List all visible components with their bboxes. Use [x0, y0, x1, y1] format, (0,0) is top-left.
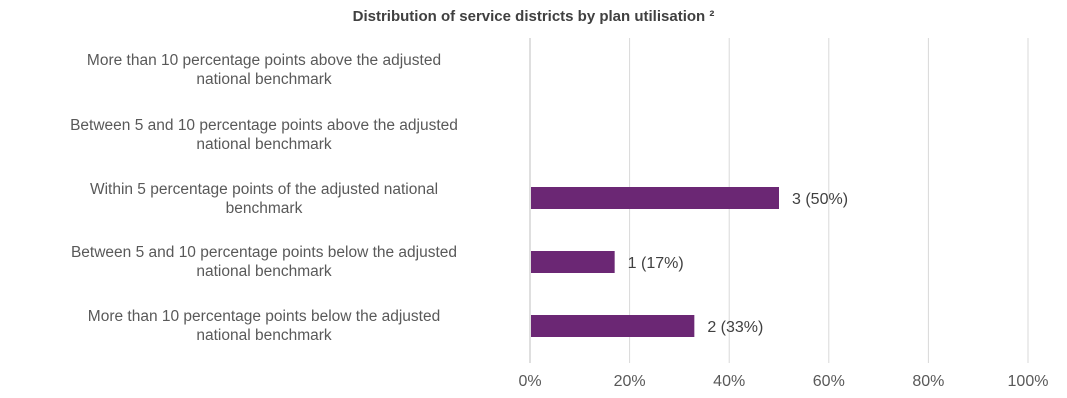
data-label: 2 (33%) [707, 319, 763, 336]
category-label-line: Within 5 percentage points of the adjust… [89, 181, 439, 198]
x-tick-label: 80% [912, 373, 945, 390]
category-label: Within 5 percentage points of the adjust… [10, 180, 518, 218]
x-tick-label: 60% [812, 373, 845, 390]
category-label-line: national benchmark [196, 71, 332, 88]
category-label-line: More than 10 percentage points above the… [86, 52, 442, 69]
category-label: Between 5 and 10 percentage points above… [10, 116, 518, 154]
x-tick-label: 0% [518, 373, 542, 390]
category-label-line: Between 5 and 10 percentage points below… [70, 244, 458, 261]
category-label-line: benchmark [225, 200, 303, 217]
bar [531, 187, 779, 209]
category-label: Between 5 and 10 percentage points below… [10, 243, 518, 281]
bar [531, 251, 615, 273]
chart-title: Distribution of service districts by pla… [352, 8, 715, 25]
category-label: More than 10 percentage points above the… [10, 51, 518, 89]
data-label: 3 (50%) [792, 191, 848, 208]
category-label-line: More than 10 percentage points below the… [87, 308, 441, 325]
x-tick-label: 100% [1007, 373, 1049, 390]
bar [531, 315, 695, 337]
category-label-line: national benchmark [196, 327, 332, 344]
data-label: 1 (17%) [628, 255, 684, 272]
x-tick-label: 20% [613, 373, 646, 390]
x-tick-label: 40% [713, 373, 746, 390]
category-label-line: national benchmark [196, 263, 332, 280]
category-label-line: Between 5 and 10 percentage points above… [70, 117, 458, 134]
category-label: More than 10 percentage points below the… [10, 307, 518, 345]
category-label-line: national benchmark [196, 136, 332, 153]
